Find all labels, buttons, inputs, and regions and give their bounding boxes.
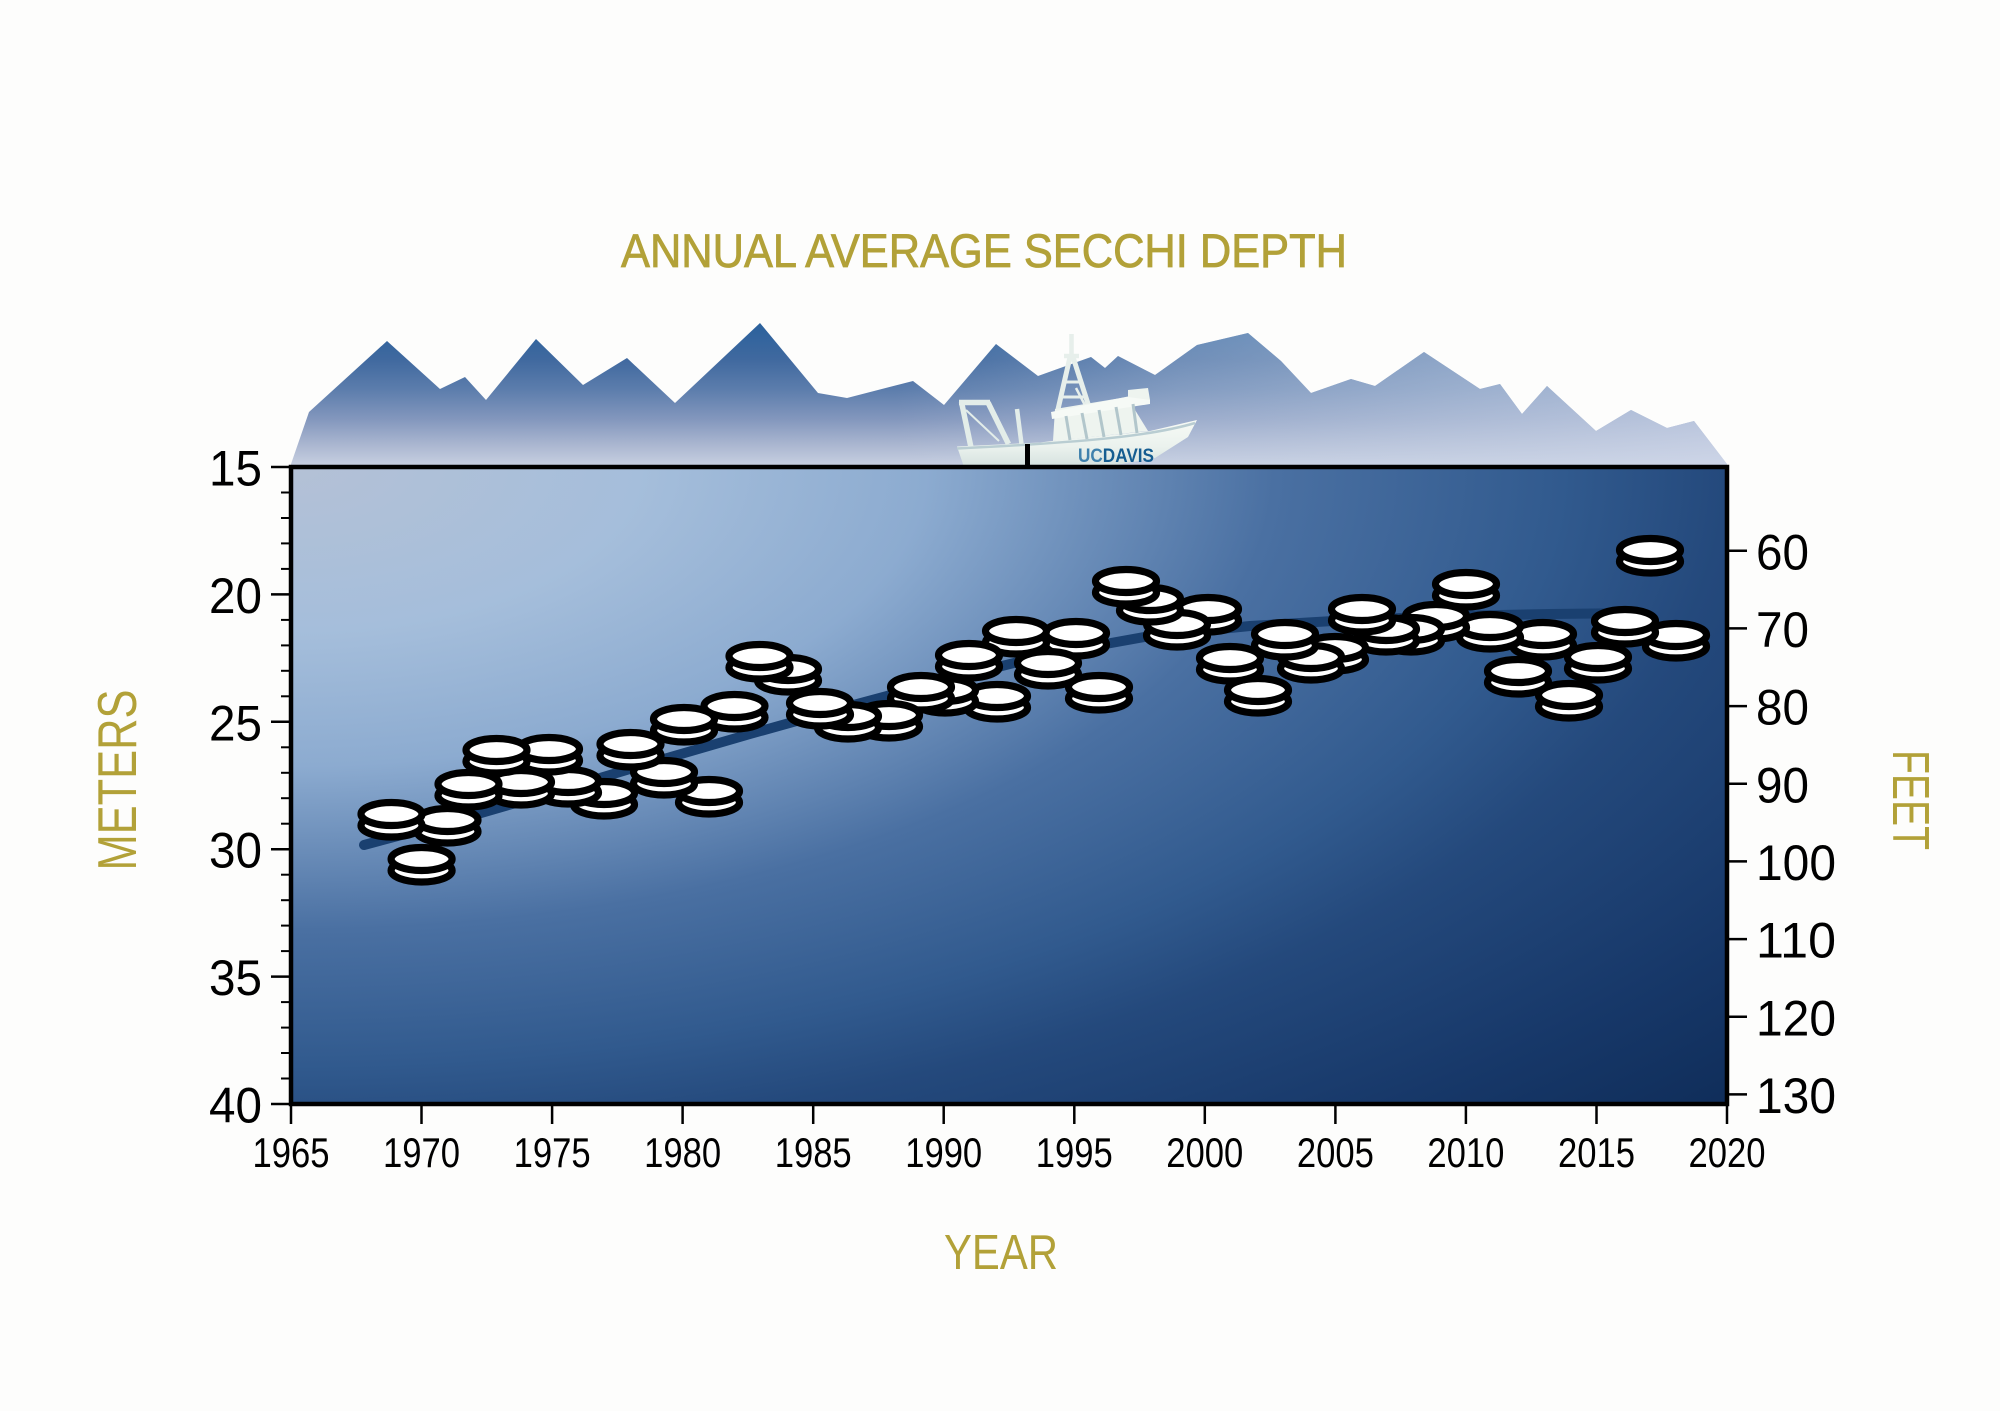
svg-text:1985: 1985	[775, 1129, 852, 1176]
svg-text:1970: 1970	[383, 1129, 460, 1176]
svg-text:1975: 1975	[514, 1129, 591, 1176]
svg-text:1965: 1965	[253, 1129, 330, 1176]
svg-text:110: 110	[1756, 913, 1836, 969]
svg-text:20: 20	[209, 568, 262, 624]
svg-text:120: 120	[1756, 990, 1836, 1046]
svg-text:FEET: FEET	[1881, 750, 1939, 850]
svg-text:1995: 1995	[1036, 1129, 1113, 1176]
svg-text:100: 100	[1756, 835, 1836, 891]
svg-text:80: 80	[1756, 680, 1809, 736]
svg-text:2010: 2010	[1427, 1129, 1504, 1176]
svg-text:2020: 2020	[1689, 1129, 1766, 1176]
svg-text:40: 40	[209, 1078, 262, 1134]
svg-text:35: 35	[209, 950, 262, 1006]
svg-text:130: 130	[1756, 1068, 1836, 1124]
svg-text:2005: 2005	[1297, 1129, 1374, 1176]
svg-text:15: 15	[209, 441, 262, 497]
svg-text:2000: 2000	[1166, 1129, 1243, 1176]
svg-text:2015: 2015	[1558, 1129, 1635, 1176]
svg-text:30: 30	[209, 823, 262, 879]
svg-text:70: 70	[1756, 602, 1809, 658]
svg-text:METERS: METERS	[86, 690, 148, 871]
svg-text:1980: 1980	[644, 1129, 721, 1176]
svg-text:90: 90	[1756, 757, 1809, 813]
svg-text:60: 60	[1756, 524, 1809, 580]
svg-text:ANNUAL AVERAGE SECCHI DEPTH: ANNUAL AVERAGE SECCHI DEPTH	[621, 225, 1347, 278]
svg-text:1990: 1990	[905, 1129, 982, 1176]
svg-text:25: 25	[209, 695, 262, 751]
svg-text:YEAR: YEAR	[944, 1226, 1058, 1280]
svg-text:UCDAVIS: UCDAVIS	[1078, 445, 1154, 467]
